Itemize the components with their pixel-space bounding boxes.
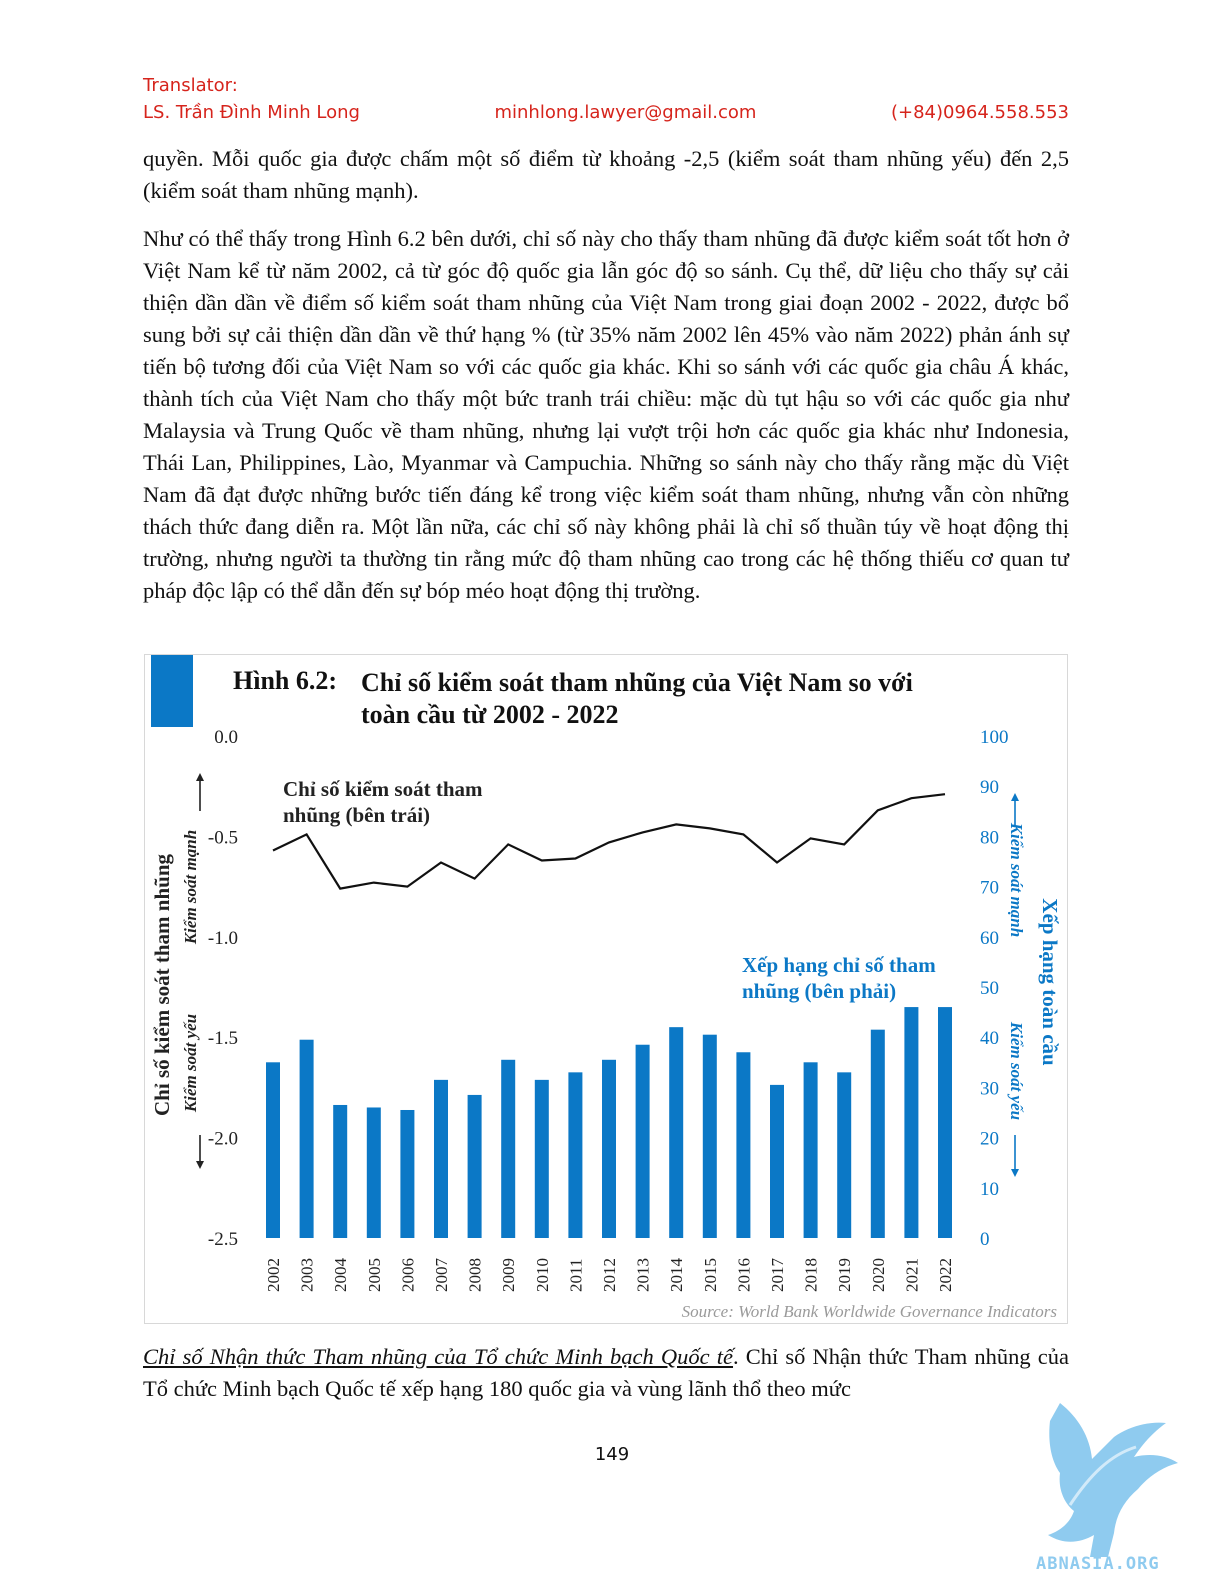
left-tick-label: -2.0 [208, 1129, 238, 1150]
rank-bar [602, 1059, 616, 1238]
year-label: 2006 [398, 1258, 417, 1292]
year-label: 2010 [533, 1258, 552, 1292]
year-label: 2003 [298, 1258, 317, 1292]
figure-6-2: Hình 6.2: Chỉ số kiểm soát tham nhũng củ… [144, 654, 1068, 1324]
figure-label: Hình 6.2: [233, 666, 337, 695]
year-label: 2008 [466, 1258, 485, 1292]
rank-bar [803, 1062, 818, 1238]
year-label: 2009 [499, 1258, 518, 1292]
line-series-label-1: Chỉ số kiểm soát tham [283, 777, 483, 801]
left-tick-label: -1.5 [208, 1028, 238, 1049]
rank-bar [837, 1072, 852, 1238]
year-label: 2019 [835, 1258, 854, 1292]
right-tick-label: 70 [980, 878, 999, 899]
year-label: 2011 [566, 1259, 585, 1292]
paragraph-cpi: Chỉ số Nhận thức Tham nhũng của Tổ chức … [143, 1341, 1069, 1405]
right-tick-label: 40 [980, 1028, 999, 1049]
translator-contact-row: LS. Trần Đình Minh Long minhlong.lawyer@… [143, 99, 1069, 126]
right-strong-label: Kiểm soát mạnh [1007, 822, 1026, 937]
rank-bar [702, 1034, 717, 1238]
left-tick-label: -0.5 [208, 827, 238, 848]
right-tick-label: 30 [980, 1078, 999, 1099]
title-accent-block [151, 655, 193, 727]
right-tick-label: 100 [980, 727, 1009, 748]
year-label: 2007 [432, 1258, 451, 1293]
rank-bar [669, 1027, 684, 1238]
cpi-link[interactable]: Chỉ số Nhận thức Tham nhũng của Tổ chức … [143, 1344, 734, 1369]
left-axis-ticks: 0.0 -0.5 -1.0 -1.5 -2.0 -2.5 [208, 727, 238, 1250]
rank-bar [568, 1072, 583, 1238]
rank-bar [299, 1039, 314, 1238]
paragraph-intro: quyền. Mỗi quốc gia được chấm một số điể… [143, 146, 1069, 203]
year-label: 2018 [802, 1258, 821, 1292]
translator-label: Translator: [143, 75, 238, 96]
rank-bars [266, 1007, 952, 1238]
year-label: 2020 [869, 1258, 888, 1292]
translator-phone: (+84)0964.558.553 [891, 102, 1069, 123]
year-label: 2005 [365, 1258, 384, 1292]
left-up-arrow [196, 773, 204, 811]
rank-bar [870, 1029, 885, 1238]
griffin-logo [1048, 1403, 1178, 1557]
paragraph-analysis: Như có thể thấy trong Hình 6.2 bên dưới,… [143, 226, 1069, 603]
rank-bar [635, 1044, 650, 1238]
year-label: 2016 [734, 1258, 753, 1292]
year-label: 2015 [701, 1258, 720, 1292]
source-note: Source: World Bank Worldwide Governance … [682, 1302, 1058, 1321]
right-tick-label: 10 [980, 1179, 999, 1200]
rank-bar [904, 1007, 919, 1238]
rank-bar [501, 1059, 516, 1238]
year-label: 2014 [667, 1258, 686, 1293]
left-strong-label: Kiểm soát mạnh [181, 830, 200, 945]
right-down-arrow [1011, 1135, 1019, 1177]
year-labels: 2002 2003 2004 2005 2006 2007 2008 2009 2010 2011… [264, 1258, 955, 1293]
right-tick-label: 50 [980, 978, 999, 999]
corruption-chart: Hình 6.2: Chỉ số kiểm soát tham nhũng củ… [150, 655, 1062, 1321]
year-label: 2022 [936, 1258, 955, 1292]
year-label: 2013 [634, 1258, 653, 1292]
rank-bar [366, 1107, 381, 1238]
rank-bar [770, 1084, 784, 1238]
year-label: 2012 [600, 1258, 619, 1292]
rank-bar [534, 1079, 549, 1238]
rank-bar [434, 1079, 448, 1238]
translator-email[interactable]: minhlong.lawyer@gmail.com [494, 102, 757, 123]
right-tick-label: 20 [980, 1129, 999, 1150]
rank-bar [938, 1007, 952, 1238]
rank-bar [736, 1052, 751, 1238]
left-tick-label: 0.0 [214, 727, 238, 748]
right-weak-label: Kiểm soát yếu [1007, 1021, 1026, 1120]
bar-series-label-2: nhũng (bên phải) [742, 979, 896, 1003]
left-tick-label: -2.5 [208, 1229, 238, 1250]
right-up-arrow [1011, 793, 1019, 827]
paragraph-cpi-text: . Chỉ số Nhận thức Tham nhũng của Tổ chứ… [143, 1344, 1070, 1401]
logo-text: ABNASIA.ORG [1036, 1554, 1160, 1574]
right-axis-title: Xếp hạng toàn cầu [1038, 898, 1062, 1066]
bar-series-label-1: Xếp hạng chỉ số tham [742, 953, 936, 977]
year-label: 2004 [331, 1258, 350, 1293]
right-tick-label: 0 [980, 1229, 990, 1250]
left-tick-label: -1.0 [208, 928, 238, 949]
left-weak-label: Kiểm soát yếu [181, 1014, 200, 1113]
figure-title-line1: Chỉ số kiểm soát tham nhũng của Việt Nam… [361, 668, 913, 697]
right-tick-label: 60 [980, 928, 999, 949]
left-down-arrow [196, 1135, 204, 1169]
year-label: 2017 [768, 1258, 787, 1293]
rank-bar [400, 1109, 415, 1238]
rank-bar [333, 1104, 348, 1238]
rank-bar [467, 1094, 482, 1238]
score-line [272, 793, 946, 890]
year-label: 2002 [264, 1258, 283, 1292]
right-tick-label: 80 [980, 827, 999, 848]
rank-bar [266, 1062, 280, 1238]
left-axis-title: Chỉ số kiểm soát tham nhũng [150, 854, 174, 1116]
right-tick-label: 90 [980, 777, 999, 798]
year-label: 2021 [902, 1258, 921, 1292]
translator-name: LS. Trần Đình Minh Long [143, 102, 360, 123]
translator-header: Translator: LS. Trần Đình Minh Long minh… [143, 72, 1069, 126]
page-number: 149 [594, 1444, 630, 1465]
line-series-label-2: nhũng (bên trái) [283, 803, 430, 827]
figure-title-line2: toàn cầu từ 2002 - 2022 [361, 700, 619, 729]
